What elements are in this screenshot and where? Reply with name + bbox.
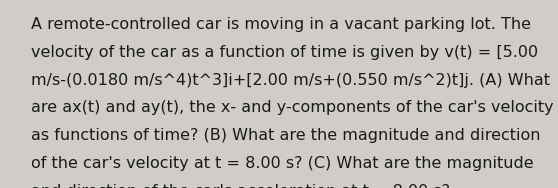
- Text: are ax(t) and ay(t), the x- and y-components of the car's velocity: are ax(t) and ay(t), the x- and y-compon…: [31, 100, 554, 115]
- Text: velocity of the car as a function of time is given by v(t) = [5.00: velocity of the car as a function of tim…: [31, 45, 538, 60]
- Text: of the car's velocity at t = 8.00 s? (C) What are the magnitude: of the car's velocity at t = 8.00 s? (C)…: [31, 156, 533, 171]
- Text: and direction of the car's acceleration at t = 8.00 s?: and direction of the car's acceleration …: [31, 184, 450, 188]
- Text: A remote-controlled car is moving in a vacant parking lot. The: A remote-controlled car is moving in a v…: [31, 17, 531, 32]
- Text: m/s-(0.0180 m/s^4)t^3]i+[2.00 m/s+(0.550 m/s^2)t]j. (A) What: m/s-(0.0180 m/s^4)t^3]i+[2.00 m/s+(0.550…: [31, 73, 550, 88]
- Text: as functions of time? (B) What are the magnitude and direction: as functions of time? (B) What are the m…: [31, 128, 540, 143]
